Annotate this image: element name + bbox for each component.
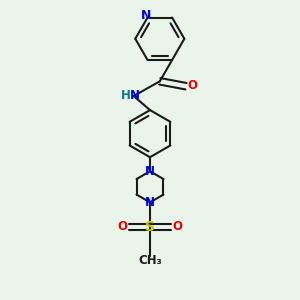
- Text: N: N: [130, 89, 140, 102]
- Text: CH₃: CH₃: [138, 254, 162, 267]
- Text: O: O: [117, 220, 127, 233]
- Text: S: S: [145, 220, 155, 234]
- Text: N: N: [145, 165, 155, 178]
- Text: H: H: [121, 89, 130, 102]
- Text: O: O: [188, 79, 197, 92]
- Text: O: O: [173, 220, 183, 233]
- Text: N: N: [141, 9, 151, 22]
- Text: N: N: [145, 196, 155, 209]
